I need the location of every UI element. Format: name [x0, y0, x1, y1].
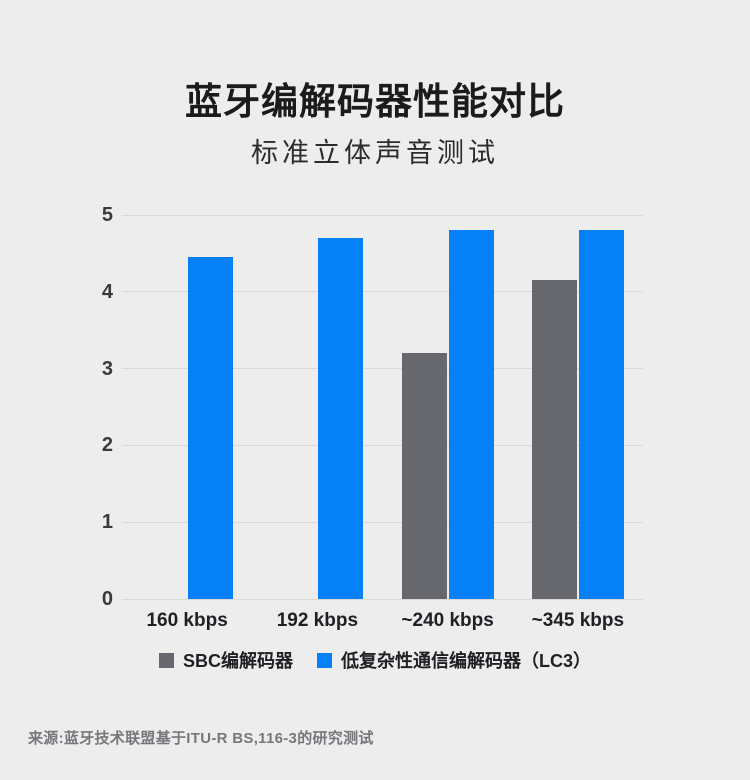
gridline-5	[122, 214, 643, 216]
source-note: 来源:蓝牙技术联盟基于ITU-R BS,116-3的研究测试	[28, 730, 374, 747]
x-axis-tick-label: ~345 kbps	[531, 610, 625, 631]
y-axis-tick-label: 5	[101, 204, 113, 226]
y-axis-tick-label: 1	[101, 511, 113, 534]
legend-item: SBC编解码器	[158, 647, 293, 673]
chart-subtitle: 标准立体声音测试	[251, 138, 499, 168]
bar-lc3-345-kbps	[578, 230, 624, 599]
x-axis-tick-label: 160 kbps	[146, 610, 228, 631]
legend-swatch-icon	[317, 652, 332, 668]
x-axis-tick-label: 192 kbps	[276, 610, 359, 631]
gridline-4	[122, 291, 643, 293]
bar-lc3-192-kbps	[318, 238, 364, 599]
y-axis-tick-label: 3	[101, 357, 113, 380]
chart-legend: SBC编解码器 低复杂性通信编解码器（LC3）	[0, 647, 750, 673]
bar-sbc-345-kbps	[531, 280, 577, 599]
gridline-2	[122, 444, 643, 446]
gridline-0	[122, 598, 643, 600]
bar-lc3-240-kbps	[448, 230, 494, 599]
legend-item: 低复杂性通信编解码器（LC3）	[317, 647, 591, 673]
legend-label: SBC编解码器	[182, 651, 293, 671]
gridline-1	[122, 521, 643, 523]
legend-swatch-icon	[158, 652, 174, 668]
gridline-3	[122, 368, 643, 370]
y-axis-tick-label: 4	[101, 280, 113, 303]
bar-sbc-240-kbps	[401, 353, 447, 599]
chart-title: 蓝牙编解码器性能对比	[185, 81, 565, 122]
y-axis-tick-label: 0	[101, 588, 113, 610]
y-axis-tick-label: 2	[101, 434, 113, 457]
bar-lc3-160-kbps	[188, 257, 234, 599]
x-axis-tick-label: ~240 kbps	[401, 610, 494, 631]
legend-label: 低复杂性通信编解码器（LC3）	[341, 651, 592, 671]
bar-chart-plot-area: 0 1 2 3 4 5 160 kbps 192 kbps ~240 kbps ~345 kbps	[102, 205, 643, 631]
